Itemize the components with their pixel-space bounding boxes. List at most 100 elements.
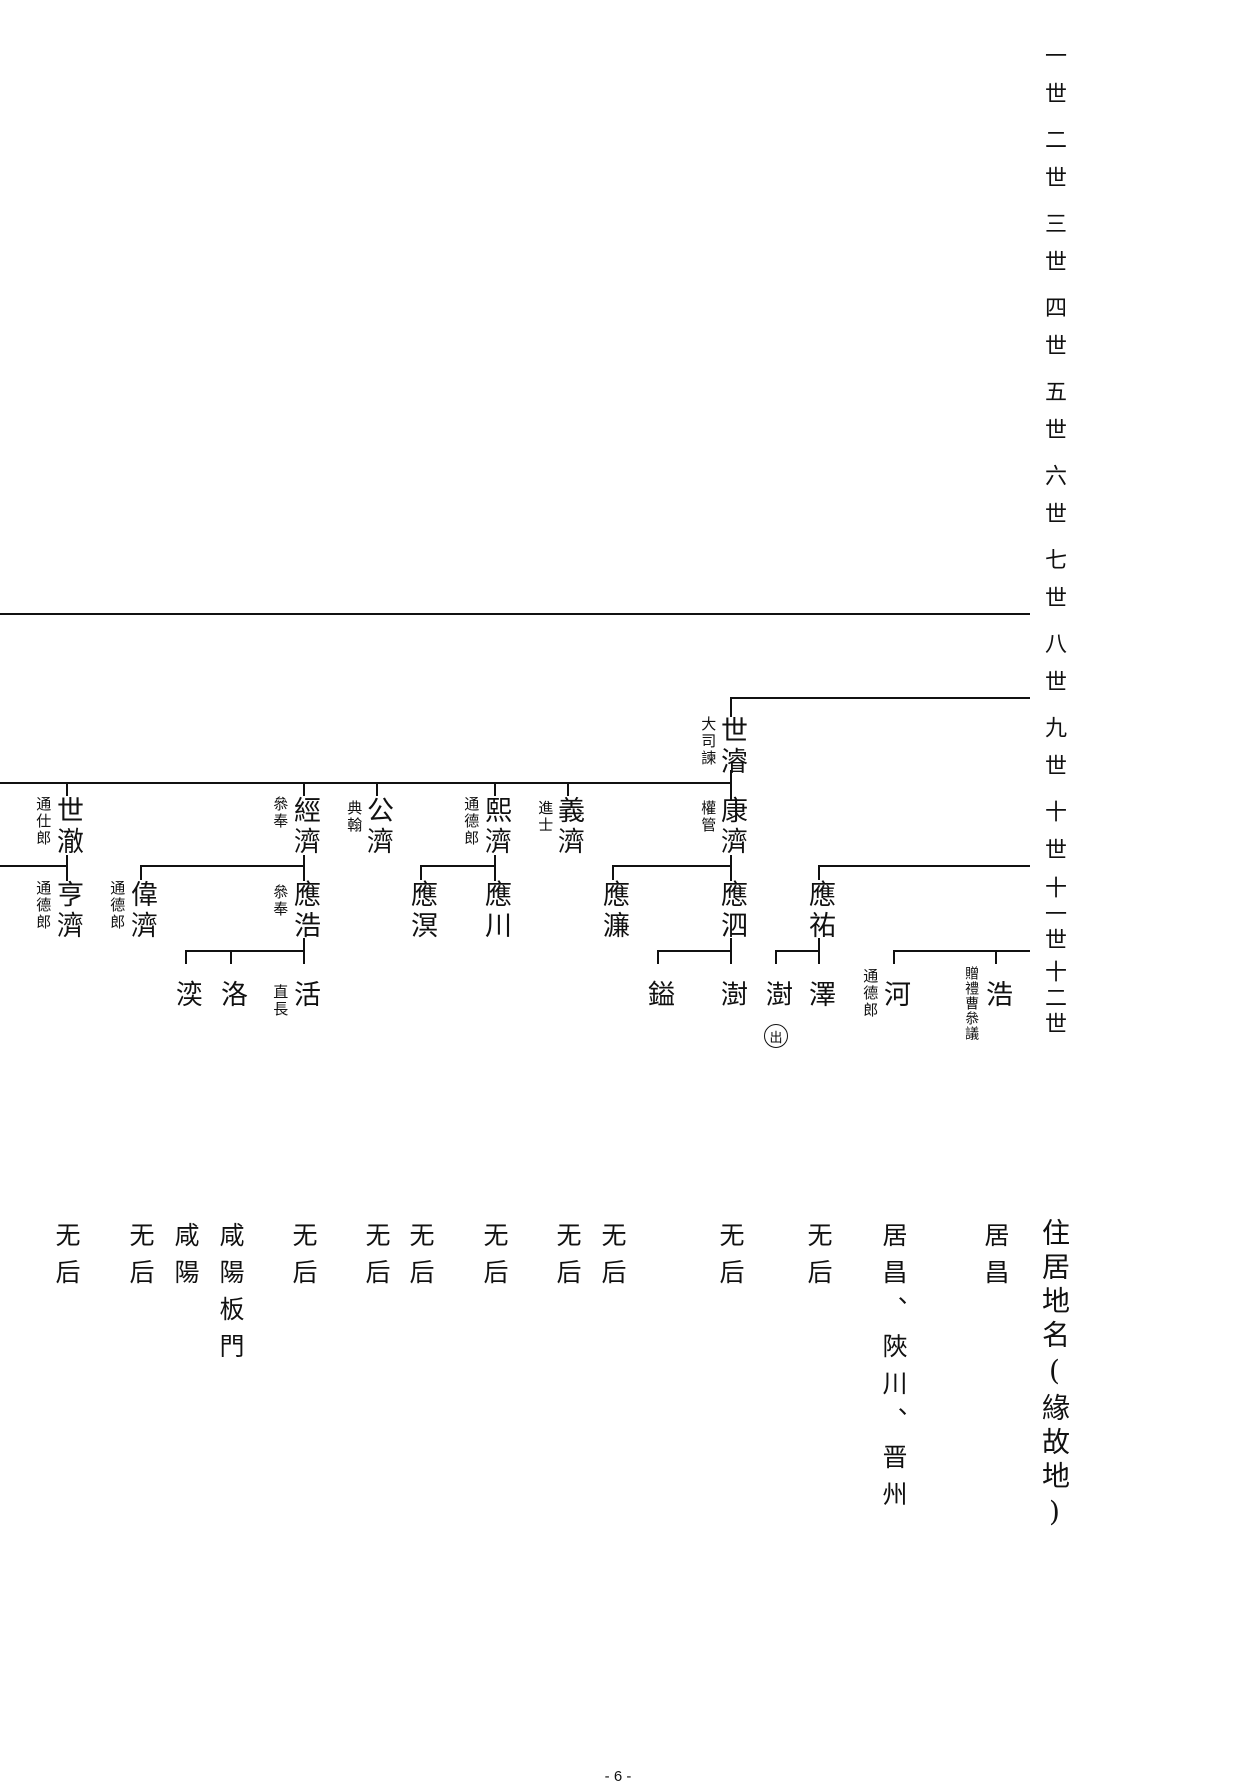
residence-entry: 居昌: [981, 1222, 1010, 1296]
residence-entry: 无后: [289, 1222, 318, 1296]
person-name: 活: [289, 980, 320, 1011]
tree-line: [893, 950, 1030, 952]
generation-label: 五世: [1041, 380, 1066, 456]
person-title: 權管: [699, 800, 718, 834]
tree-line: [612, 865, 732, 867]
tree-line: [657, 950, 659, 964]
generation-label: 六世: [1041, 464, 1066, 540]
residence-entry: 居昌、陜川、晋州: [879, 1222, 908, 1518]
person-name: 應川: [480, 880, 511, 942]
person-name: 義濟: [553, 796, 584, 858]
residence-entry: 无后: [126, 1222, 155, 1296]
generation-label: 十二世: [1041, 960, 1066, 1038]
residence-entry: 无后: [598, 1222, 627, 1296]
person-title: 叅奉: [271, 796, 290, 830]
tree-line: [185, 950, 187, 964]
person-title: 直長: [271, 984, 290, 1018]
person-name: 亨濟: [52, 880, 83, 942]
tree-line: [420, 865, 422, 880]
residence-entry: 无后: [553, 1222, 582, 1296]
person-title: 進士: [536, 800, 555, 834]
tree-line: [494, 782, 496, 796]
person-name: 經濟: [289, 796, 320, 858]
residence-entry: 无后: [362, 1222, 391, 1296]
person-name: 應浩: [289, 880, 320, 942]
generation-label: 二世: [1041, 128, 1066, 204]
tree-line: [140, 865, 305, 867]
tree-line: [303, 938, 305, 964]
person-name: 應泗: [716, 880, 747, 942]
tree-line: [612, 865, 614, 880]
generation-label: 八世: [1041, 632, 1066, 708]
person-title: 贈禮曹叅議: [963, 966, 980, 1041]
tree-line: [230, 950, 232, 964]
tree-line: [995, 950, 997, 964]
person-title: 通德郎: [34, 880, 53, 931]
person-name: 康濟: [716, 796, 747, 858]
tree-line: [0, 782, 732, 784]
person-name: 應祐: [804, 880, 835, 942]
tree-line: [420, 865, 496, 867]
person-name: 公濟: [362, 796, 393, 858]
person-name: 浩: [981, 980, 1012, 1011]
person-title: 典翰: [345, 800, 364, 834]
tree-line: [66, 855, 68, 881]
residence-entry: 无后: [406, 1222, 435, 1296]
tree-line: [567, 782, 569, 796]
generation-label: 九世: [1041, 716, 1066, 792]
residence-header: 住居地名(緣故地): [1038, 1218, 1071, 1534]
person-name: 湙: [171, 980, 202, 1011]
person-title: 叅奉: [271, 884, 290, 918]
tree-line: [775, 950, 820, 952]
person-title: 通德郎: [861, 968, 880, 1019]
generation-label: 十世: [1041, 800, 1066, 876]
tree-line: [657, 950, 732, 952]
person-name: 澍: [761, 980, 792, 1011]
residence-entry: 无后: [480, 1222, 509, 1296]
tree-line: [730, 770, 732, 800]
tree-line: [376, 782, 378, 796]
person-name: 世澈: [52, 796, 83, 858]
adoption-mark: 出: [764, 1024, 788, 1048]
generation-label: 四世: [1041, 296, 1066, 372]
tree-line: [730, 938, 732, 964]
tree-line: [303, 782, 305, 796]
person-name: 熙濟: [480, 796, 511, 858]
residence-entry: 咸陽: [171, 1222, 200, 1296]
tree-line: [185, 950, 305, 952]
person-name: 世濬: [716, 716, 747, 778]
person-title: 通仕郎: [34, 796, 53, 847]
tree-line: [0, 613, 1030, 615]
page-number: - 6 -: [604, 1768, 632, 1785]
tree-line: [303, 855, 305, 881]
tree-line: [0, 865, 66, 867]
tree-line: [730, 697, 732, 717]
generation-label: 七世: [1041, 548, 1066, 624]
person-name: 偉濟: [126, 880, 157, 942]
person-title: 大司諫: [699, 716, 718, 767]
tree-line: [494, 855, 496, 881]
residence-entry: 咸陽板門: [216, 1222, 245, 1370]
person-title: 通德郎: [108, 880, 127, 931]
person-name: 應溟: [406, 880, 437, 942]
generation-label: 十一世: [1041, 876, 1066, 954]
person-name: 河: [879, 980, 910, 1011]
tree-line: [730, 855, 732, 881]
residence-entry: 无后: [804, 1222, 833, 1296]
tree-line: [730, 697, 1030, 699]
tree-line: [893, 950, 895, 964]
person-title: 通德郎: [462, 796, 481, 847]
person-name: 澍: [716, 980, 747, 1011]
residence-entry: 无后: [716, 1222, 745, 1296]
tree-line: [775, 950, 777, 964]
tree-line: [818, 865, 1030, 867]
tree-line: [818, 938, 820, 964]
person-name: 洛: [216, 980, 247, 1011]
person-name: 澤: [804, 980, 835, 1011]
person-name: 鎰: [643, 980, 674, 1011]
tree-line: [140, 865, 142, 880]
generation-label: 三世: [1041, 212, 1066, 288]
tree-line: [66, 782, 68, 796]
generation-label: 一世: [1041, 44, 1066, 120]
person-name: 應濂: [598, 880, 629, 942]
